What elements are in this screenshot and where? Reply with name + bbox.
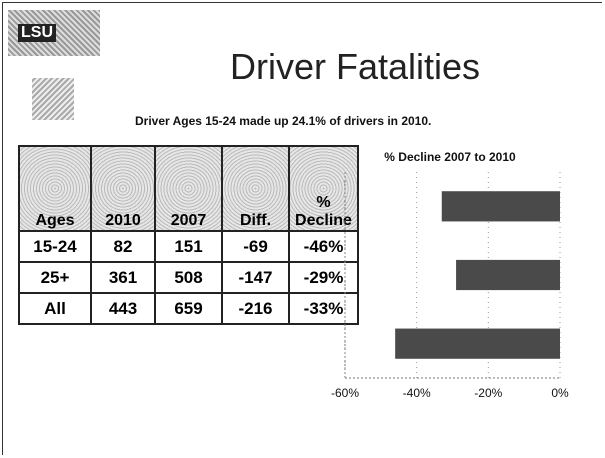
column-header: Diff. xyxy=(221,145,290,232)
table-row: All 443 659 -216 -33% xyxy=(18,292,359,325)
table-cell: 508 xyxy=(154,261,223,294)
logo-pattern xyxy=(32,78,74,120)
table-cell: 151 xyxy=(154,230,223,263)
column-header: % Decline xyxy=(288,145,359,232)
x-tick-label: -60% xyxy=(331,386,359,400)
subtitle: Driver Ages 15-24 made up 24.1% of drive… xyxy=(135,114,432,128)
column-header: Ages xyxy=(18,145,92,232)
logo-text: LSU xyxy=(18,24,56,42)
table-cell: All xyxy=(18,292,92,325)
chart-title: % Decline 2007 to 2010 xyxy=(384,150,516,164)
data-table: Ages 2010 2007 Diff.% Decline 15-24 82 151 -69-… xyxy=(18,145,359,325)
table-row: 25+ 361 508 -147 -29% xyxy=(18,261,359,294)
table-cell: -46% xyxy=(288,230,359,263)
column-header: 2007 xyxy=(154,145,223,232)
bar xyxy=(456,259,560,291)
x-tick-label: -40% xyxy=(403,386,431,400)
x-tick-label: -20% xyxy=(474,386,502,400)
table-cell: 361 xyxy=(90,261,156,294)
table-cell: 82 xyxy=(90,230,156,263)
table-cell: -29% xyxy=(288,261,359,294)
title: Driver Fatalities xyxy=(230,46,481,87)
table-cell: 443 xyxy=(90,292,156,325)
table-cell: -147 xyxy=(221,261,290,294)
table-cell: -69 xyxy=(221,230,290,263)
table-cell: -216 xyxy=(221,292,290,325)
column-header: 2010 xyxy=(90,145,156,232)
table-cell: -33% xyxy=(288,292,359,325)
bar xyxy=(441,191,560,222)
table-cell: 15-24 xyxy=(18,230,92,263)
logo: LSU xyxy=(8,10,100,56)
bar xyxy=(395,328,560,359)
table-cell: 659 xyxy=(154,292,223,325)
table-cell: 25+ xyxy=(18,261,92,294)
table-row: 15-24 82 151 -69 -46% xyxy=(18,230,359,263)
x-tick-label: 0% xyxy=(551,386,569,400)
